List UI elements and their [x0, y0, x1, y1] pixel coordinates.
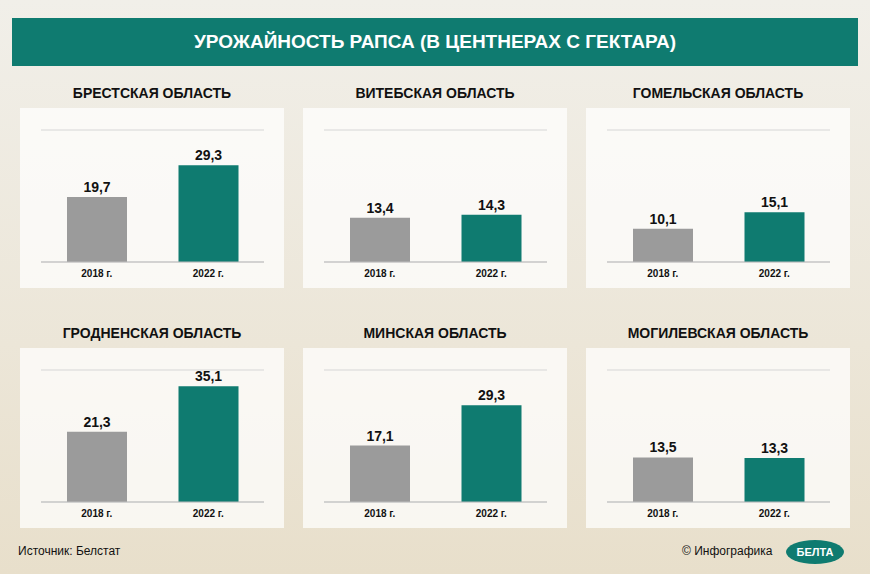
- svg-text:21,3: 21,3: [83, 414, 110, 430]
- svg-text:2018 г.: 2018 г.: [647, 268, 678, 279]
- html-text:БРЕСТСКАЯ ОБЛАСТЬ: БРЕСТСКАЯ ОБЛАСТЬ: [72, 85, 232, 101]
- svg-text:2022 г.: 2022 г.: [476, 508, 507, 519]
- svg-text:17,1: 17,1: [366, 428, 393, 444]
- html-text:Источник: Белстат: Источник: Белстат: [18, 544, 121, 558]
- html-text:ГОМЕЛЬСКАЯ ОБЛАСТЬ: ГОМЕЛЬСКАЯ ОБЛАСТЬ: [632, 85, 804, 101]
- html-text:ВИТЕБСКАЯ ОБЛАСТЬ: ВИТЕБСКАЯ ОБЛАСТЬ: [355, 85, 515, 101]
- html-text:МИНСКАЯ ОБЛАСТЬ: МИНСКАЯ ОБЛАСТЬ: [363, 325, 507, 341]
- svg-text:2018 г.: 2018 г.: [81, 268, 112, 279]
- svg-text:13,5: 13,5: [649, 439, 676, 455]
- html-text:БЕЛТА: БЕЛТА: [796, 546, 834, 558]
- svg-text:2018 г.: 2018 г.: [364, 508, 395, 519]
- svg-text:15,1: 15,1: [761, 194, 788, 210]
- svg-text:2018 г.: 2018 г.: [81, 508, 112, 519]
- svg-text:19,7: 19,7: [83, 179, 110, 195]
- svg-text:2018 г.: 2018 г.: [647, 508, 678, 519]
- svg-text:13,4: 13,4: [366, 200, 393, 216]
- svg-text:2022 г.: 2022 г.: [759, 508, 790, 519]
- svg-text:2022 г.: 2022 г.: [476, 268, 507, 279]
- svg-text:2022 г.: 2022 г.: [193, 268, 224, 279]
- html-text:ГРОДНЕНСКАЯ ОБЛАСТЬ: ГРОДНЕНСКАЯ ОБЛАСТЬ: [62, 325, 242, 341]
- html-text:УРОЖАЙНОСТЬ РАПСА (В ЦЕНТНЕРАХ: УРОЖАЙНОСТЬ РАПСА (В ЦЕНТНЕРАХ С ГЕКТАРА…: [194, 31, 676, 52]
- svg-text:2022 г.: 2022 г.: [193, 508, 224, 519]
- svg-text:2018 г.: 2018 г.: [364, 268, 395, 279]
- svg-text:35,1: 35,1: [195, 368, 222, 384]
- svg-text:10,1: 10,1: [649, 211, 676, 227]
- svg-text:29,3: 29,3: [478, 387, 505, 403]
- html-text:© Инфографика: © Инфографика: [682, 544, 773, 558]
- svg-text:2022 г.: 2022 г.: [759, 268, 790, 279]
- svg-text:13,3: 13,3: [761, 440, 788, 456]
- svg-text:14,3: 14,3: [478, 197, 505, 213]
- svg-text:29,3: 29,3: [195, 147, 222, 163]
- html-text:МОГИЛЕВСКАЯ ОБЛАСТЬ: МОГИЛЕВСКАЯ ОБЛАСТЬ: [627, 325, 809, 341]
